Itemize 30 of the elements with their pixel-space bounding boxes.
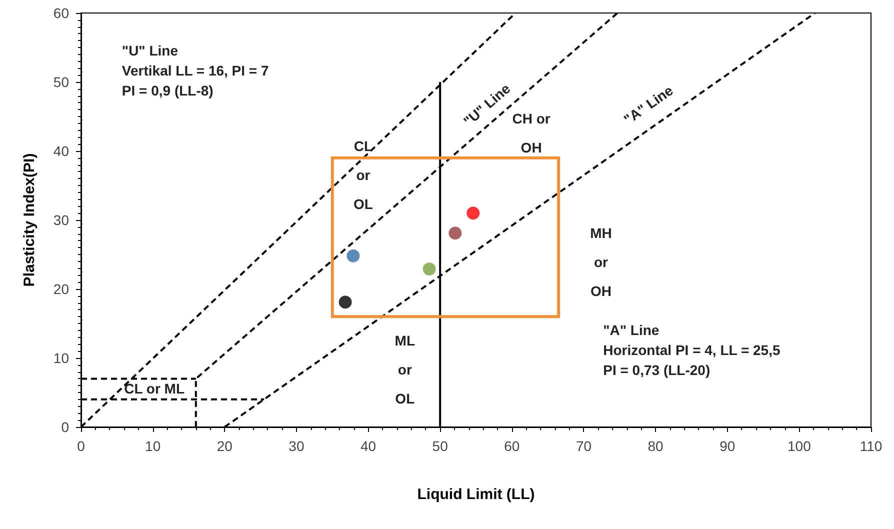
annotation: "U" Line: [460, 80, 514, 130]
x-tick-label: 110: [860, 438, 882, 454]
annotation: MH or OH: [590, 225, 612, 300]
x-tick-label: 100: [788, 438, 812, 454]
x-tick-label: 50: [432, 438, 448, 454]
annotation: CL or OL: [354, 138, 374, 212]
y-tick-label: 30: [53, 212, 70, 228]
annotation: "A" Line: [620, 82, 676, 128]
annotation: "U" Line Vertikal LL = 16, PI = 7 PI = 0,9 (LL-8): [122, 42, 269, 99]
annotation: ML or OL: [394, 332, 416, 407]
x-tick-label: 70: [576, 438, 592, 454]
y-tick-label: 0: [61, 419, 70, 435]
x-axis-title: Liquid Limit (LL): [417, 486, 535, 503]
y-tick-label: 60: [53, 5, 70, 21]
x-tick-label: 10: [145, 438, 161, 454]
annotation: "A" Line Horizontal PI = 4, LL = 25,5 PI = 0,73 (LL-20): [603, 322, 780, 378]
x-tick-label: 80: [648, 438, 664, 454]
x-tick-label: 20: [216, 438, 233, 454]
x-tick-label: 30: [288, 438, 304, 454]
y-tick-label: 40: [53, 143, 70, 159]
y-axis-title: Plasticity Index(PI): [21, 153, 38, 287]
x-tick-label: 90: [720, 438, 736, 454]
x-tick-label: 60: [504, 438, 520, 454]
annotation: CL or ML: [124, 380, 185, 396]
y-tick-label: 10: [53, 350, 70, 366]
y-tick-label: 20: [53, 281, 70, 297]
x-tick-label: 40: [360, 438, 376, 454]
annotation: CH or OH: [512, 110, 551, 156]
x-tick-label: 0: [77, 438, 86, 454]
y-tick-label: 50: [53, 74, 70, 90]
